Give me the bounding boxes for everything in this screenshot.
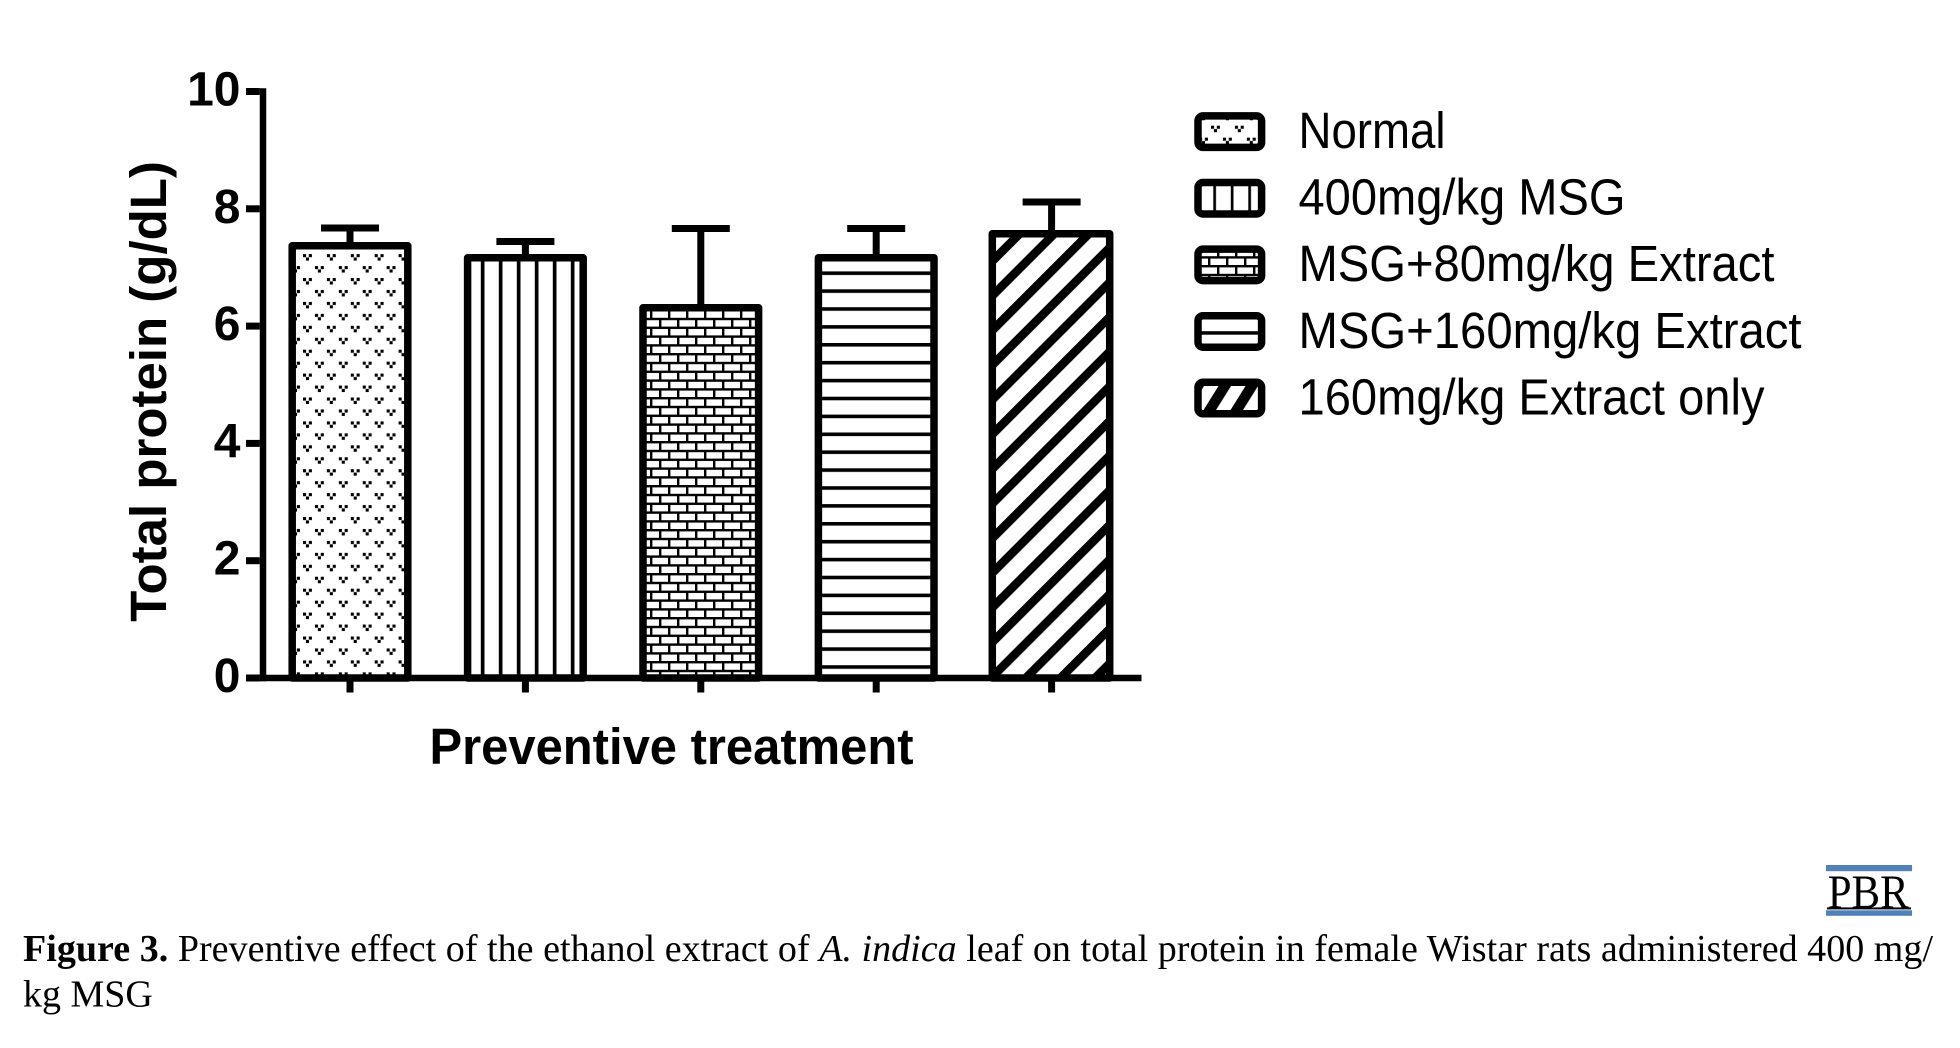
- svg-text:2: 2: [214, 533, 241, 586]
- svg-text:Figure 3. Preventive effect of: Figure 3. Preventive effect of the ethan…: [23, 928, 1933, 970]
- svg-text:Total protein (g/dL): Total protein (g/dL): [120, 161, 177, 622]
- svg-text:MSG+160mg/kg Extract: MSG+160mg/kg Extract: [1299, 302, 1802, 359]
- svg-text:8: 8: [214, 181, 241, 234]
- svg-text:4: 4: [214, 415, 241, 468]
- svg-text:Normal: Normal: [1299, 102, 1446, 159]
- svg-text:10: 10: [187, 64, 240, 117]
- svg-text:0: 0: [214, 650, 241, 703]
- svg-text:Preventive treatment: Preventive treatment: [430, 718, 914, 775]
- svg-text:6: 6: [214, 298, 241, 351]
- svg-text:PBR: PBR: [1828, 866, 1909, 919]
- svg-text:400mg/kg MSG: 400mg/kg MSG: [1299, 169, 1626, 226]
- svg-text:160mg/kg Extract only: 160mg/kg Extract only: [1299, 368, 1765, 425]
- svg-text:kg MSG: kg MSG: [23, 973, 153, 1015]
- svg-text:MSG+80mg/kg Extract: MSG+80mg/kg Extract: [1299, 235, 1775, 292]
